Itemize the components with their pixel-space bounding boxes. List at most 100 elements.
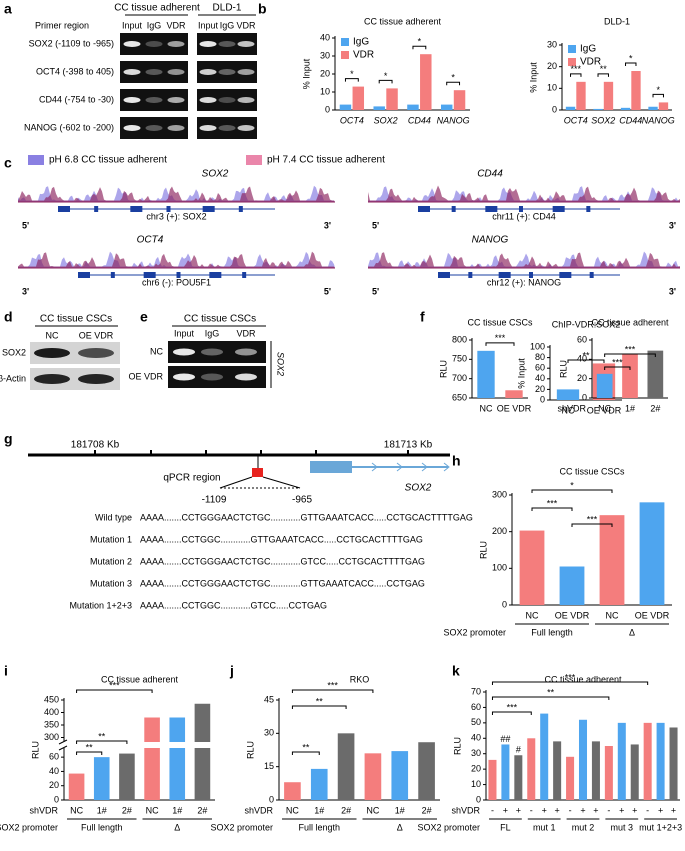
y-tick-label: 30 (264, 728, 274, 738)
x-tick-label: 1# (97, 805, 107, 815)
y-tick-label: 10 (320, 86, 330, 96)
significance-bracket (625, 62, 637, 66)
bar (339, 104, 352, 110)
track-gene: SOX2 (202, 169, 229, 180)
track-gene: OCT4 (137, 235, 164, 246)
y-tick-label: 750 (452, 354, 467, 364)
blot-band (78, 348, 114, 358)
gel-band (145, 97, 163, 103)
x-tick-label: SOX2 (374, 115, 398, 125)
target-label: SOX2 (276, 352, 286, 376)
blot (30, 368, 120, 390)
y-tick-label: 800 (452, 334, 467, 344)
gene-arrows (371, 462, 450, 472)
y-axis-label: RLU (30, 741, 40, 759)
significance: # (516, 745, 521, 755)
significance-bracket (491, 681, 649, 685)
significance-bracket (567, 359, 605, 363)
gel-band (199, 97, 217, 103)
panel-label: b (258, 1, 267, 17)
bar (556, 389, 580, 400)
gel-band (235, 348, 257, 356)
gel-band (123, 69, 141, 75)
y-tick-label: 0 (325, 104, 330, 114)
x-tick-label: OE VDR (635, 610, 670, 620)
gel (197, 117, 257, 139)
y-tick-label: 0 (54, 794, 59, 804)
significance-bracket (291, 689, 374, 693)
y-tick-label: 20 (471, 764, 481, 774)
panel-label: c (4, 155, 12, 171)
panel-label: e (140, 309, 148, 325)
x-tick-label: NC (70, 805, 83, 815)
zoom-lines (219, 476, 301, 489)
gel-band (145, 125, 163, 131)
blot-band (34, 374, 70, 384)
x-tick-label: + (580, 805, 585, 815)
signal-track (368, 186, 680, 202)
bar (519, 530, 545, 605)
chr-label: chr11 (+): CD44 (492, 211, 556, 221)
significance: ** (98, 731, 106, 741)
y-tick-label: 650 (452, 392, 467, 402)
gel-band (145, 69, 163, 75)
x-tick-label: + (555, 805, 560, 815)
significance-bracket (491, 711, 532, 715)
exon (143, 272, 156, 278)
group-label: Δ (397, 822, 403, 832)
group-title: SOX2 promoter (443, 627, 506, 637)
bar (119, 753, 135, 800)
x-tick-label: 1# (172, 805, 182, 815)
bar (578, 719, 588, 800)
row-label: CD44 (-754 to -30) (39, 94, 114, 104)
exon (589, 272, 594, 278)
lane-label: VDR (166, 20, 186, 30)
exon (78, 272, 90, 278)
y-tick-label: 60 (49, 752, 59, 762)
significance-bracket (291, 705, 347, 709)
significance-bracket (531, 489, 613, 493)
x-tick-label: NC (480, 403, 493, 413)
group-label: Full length (531, 627, 573, 637)
significance-bracket (597, 73, 609, 77)
panel-label: i (4, 663, 8, 679)
gel-band (173, 348, 195, 356)
y-axis-label: % Input (516, 358, 526, 389)
chart-title: RKO (350, 674, 370, 684)
y-tick-label: 70 (471, 686, 481, 696)
significance: ** (547, 687, 555, 697)
significance: * (656, 85, 660, 95)
x-tick-label: 2# (422, 805, 432, 815)
significance: *** (495, 333, 506, 343)
bar (617, 722, 626, 800)
x-tick-label: NANOG (437, 115, 470, 125)
panel-label: h (452, 453, 461, 469)
y-tick-label: 0 (476, 794, 481, 804)
legend-label: VDR (353, 50, 374, 61)
lane-label: IgG (220, 20, 235, 30)
y-tick-label: 30 (320, 50, 330, 60)
bar (284, 782, 301, 800)
significance-bracket (76, 740, 128, 744)
significance: ** (316, 696, 324, 706)
exon (110, 272, 115, 278)
gel-band (237, 41, 255, 47)
bar (527, 738, 536, 800)
significance-bracket (652, 93, 664, 98)
axis-break-mark (58, 739, 68, 751)
signal-track (18, 251, 335, 268)
gel-band (218, 97, 236, 103)
legend-label: pH 6.8 CC tissue adherent (49, 155, 167, 166)
lane-label: Input (198, 20, 219, 30)
bar (656, 722, 665, 800)
axis-break (58, 742, 217, 748)
bar (418, 742, 435, 800)
significance-bracket (412, 45, 427, 50)
bar (630, 744, 639, 800)
gel-band (199, 41, 217, 47)
y-tick-label: 20 (320, 68, 330, 78)
significance: * (384, 71, 388, 81)
strand-end: 5' (324, 286, 331, 296)
legend-swatch (341, 38, 349, 46)
